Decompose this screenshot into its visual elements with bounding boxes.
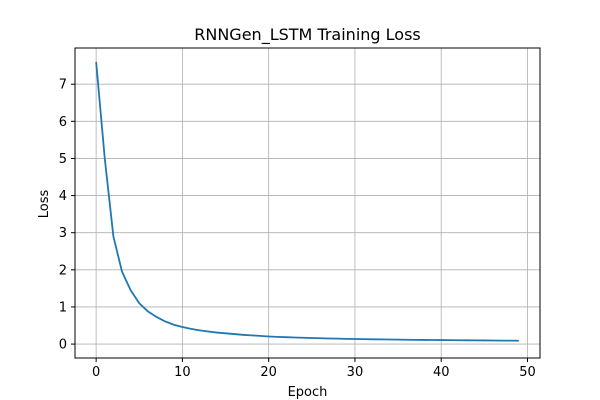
- grid-lines: [75, 48, 540, 358]
- y-tick-label: 4: [59, 189, 67, 204]
- loss-series-line: [95, 61, 519, 342]
- x-tick-label: 10: [174, 365, 191, 380]
- y-tick-label: 7: [59, 78, 67, 93]
- x-tick-label: 0: [92, 365, 100, 380]
- plot-frame: [74, 47, 541, 359]
- x-tick-label: 50: [519, 365, 536, 380]
- x-axis-label: Epoch: [288, 385, 328, 400]
- x-tick-label: 20: [260, 365, 277, 380]
- y-tick-label: 1: [59, 300, 67, 315]
- chart-title: RNNGen_LSTM Training Loss: [194, 25, 420, 45]
- y-tick-label: 5: [59, 152, 67, 167]
- x-tick-label: 30: [347, 365, 364, 380]
- y-axis-label: Loss: [37, 190, 52, 219]
- y-tick-label: 2: [59, 263, 67, 278]
- y-tick-label: 0: [59, 338, 67, 353]
- y-tick-label: 6: [59, 115, 67, 130]
- series-layer: [95, 61, 519, 342]
- axis-ticks: 0 10 20 30 40 50 0 1 2 3 4 5 6 7: [59, 78, 536, 380]
- x-tick-label: 40: [433, 365, 450, 380]
- y-tick-label: 3: [59, 226, 67, 241]
